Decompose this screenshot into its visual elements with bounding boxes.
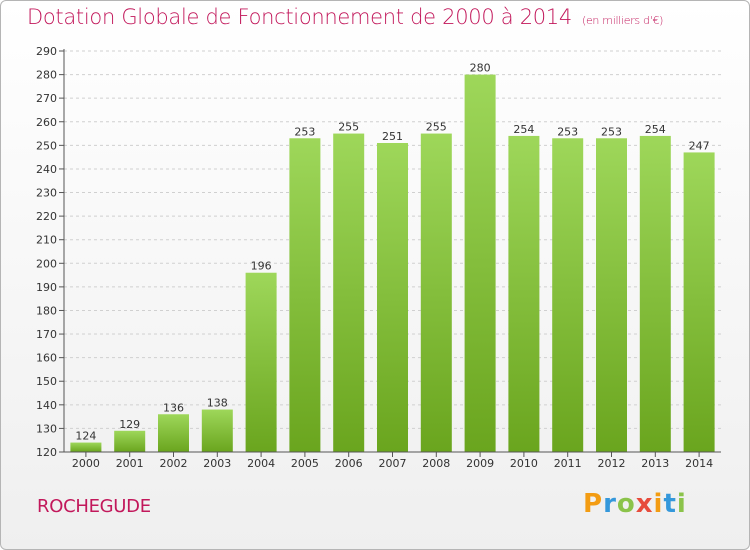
bar-2014: [683, 152, 715, 452]
data-label: 253: [294, 125, 315, 138]
data-label: 129: [119, 418, 140, 431]
data-label: 138: [207, 397, 228, 410]
bar-2013: [639, 135, 671, 452]
y-tick-label: 240: [36, 163, 57, 176]
data-label: 253: [557, 125, 578, 138]
x-tick-label: 2000: [72, 457, 100, 470]
logo-letter: x: [635, 489, 654, 519]
bar-2000: [70, 442, 102, 452]
x-tick-label: 2013: [641, 457, 669, 470]
logo-letter: r: [603, 489, 617, 519]
chart-title: Dotation Globale de Fonctionnement de 20…: [27, 5, 663, 29]
x-tick-label: 2007: [379, 457, 407, 470]
y-tick-label: 120: [36, 446, 57, 459]
x-tick-label: 2001: [116, 457, 144, 470]
bar-2005: [289, 138, 321, 452]
axes: [59, 49, 721, 457]
y-tick-label: 210: [36, 234, 57, 247]
y-tick-label: 280: [36, 69, 57, 82]
labels: 120 130 140 150 160 170 180 190 200 210 220 230 240 2…: [36, 45, 713, 470]
bar-2001: [114, 430, 146, 452]
data-label: 124: [75, 430, 96, 443]
y-tick-label: 130: [36, 422, 57, 435]
data-label: 196: [251, 260, 272, 273]
y-tick-label: 260: [36, 116, 57, 129]
y-tick-label: 180: [36, 304, 57, 317]
logo-letter: t: [663, 489, 677, 519]
bar-2011: [552, 138, 584, 452]
logo-letter: i: [653, 489, 664, 519]
y-tick-label: 170: [36, 328, 57, 341]
y-tick-label: 150: [36, 375, 57, 388]
y-tick-label: 190: [36, 281, 57, 294]
data-label: 251: [382, 130, 403, 143]
y-tick-label: 200: [36, 257, 57, 270]
x-tick-label: 2006: [335, 457, 363, 470]
chart-title-text: Dotation Globale de Fonctionnement de 20…: [27, 5, 572, 29]
data-label: 254: [645, 123, 666, 136]
data-label: 255: [338, 121, 359, 134]
bars: [70, 74, 715, 453]
y-tick-label: 160: [36, 352, 57, 365]
data-label: 254: [513, 123, 534, 136]
logo-letter: P: [583, 489, 604, 519]
bar-2007: [377, 142, 408, 452]
y-tick-label: 220: [36, 210, 57, 223]
y-tick-label: 290: [36, 45, 57, 58]
logo-letter: i: [676, 489, 687, 519]
bar-2002: [158, 414, 189, 452]
y-tick-label: 270: [36, 92, 57, 105]
y-tick-label: 140: [36, 399, 57, 412]
x-tick-label: 2009: [466, 457, 494, 470]
x-tick-label: 2002: [160, 457, 188, 470]
data-label: 253: [601, 125, 622, 138]
bar-2010: [508, 135, 540, 452]
bar-2009: [464, 74, 496, 453]
data-label: 280: [470, 62, 491, 75]
x-tick-label: 2003: [203, 457, 231, 470]
x-tick-label: 2004: [247, 457, 275, 470]
data-label: 255: [426, 121, 447, 134]
chart-subtitle: (en milliers d'€): [581, 14, 664, 27]
y-tick-label: 230: [36, 187, 57, 200]
x-tick-label: 2005: [291, 457, 319, 470]
bar-2012: [596, 138, 627, 452]
x-tick-label: 2012: [598, 457, 626, 470]
data-label: 247: [689, 139, 710, 152]
x-tick-label: 2014: [685, 457, 713, 470]
data-label: 136: [163, 401, 184, 414]
y-tick-label: 250: [36, 139, 57, 152]
logo-letter: o: [616, 489, 636, 519]
x-tick-label: 2010: [510, 457, 538, 470]
bar-2006: [333, 133, 365, 452]
x-tick-label: 2011: [554, 457, 582, 470]
commune-name: ROCHEGUDE: [37, 496, 151, 517]
x-tick-label: 2008: [422, 457, 450, 470]
bar-2008: [420, 133, 452, 452]
bar-2003: [201, 409, 233, 452]
bar-2004: [245, 272, 277, 452]
proxiti-logo[interactable]: Proxiti: [583, 489, 687, 519]
